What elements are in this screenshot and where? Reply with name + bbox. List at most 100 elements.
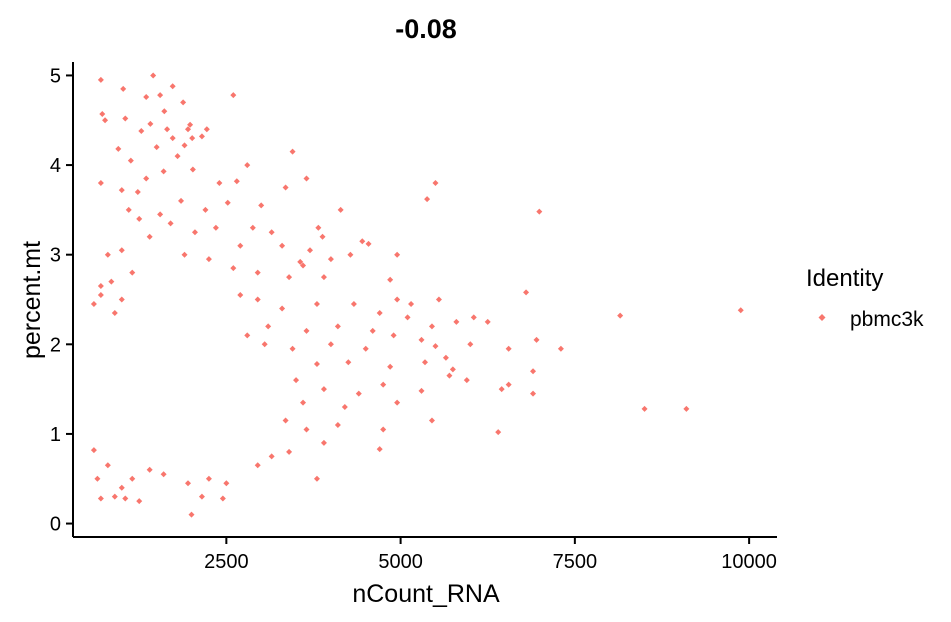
- data-point: [387, 276, 394, 283]
- x-tick-label: 10000: [721, 551, 777, 573]
- data-point: [97, 292, 104, 299]
- data-point: [122, 115, 129, 122]
- data-point: [268, 229, 275, 236]
- data-point: [380, 426, 387, 433]
- data-point: [185, 480, 192, 487]
- data-point: [536, 208, 543, 215]
- data-point: [223, 480, 230, 487]
- data-point: [453, 318, 460, 325]
- data-point: [442, 354, 449, 361]
- data-point: [97, 283, 104, 290]
- data-point: [97, 76, 104, 83]
- data-point: [134, 188, 141, 195]
- data-point: [422, 359, 428, 366]
- legend-title: Identity: [806, 265, 883, 292]
- data-point: [303, 327, 310, 334]
- data-point: [505, 381, 512, 388]
- data-point: [230, 265, 237, 272]
- data-point: [125, 206, 132, 213]
- data-point: [362, 345, 369, 352]
- data-point: [188, 511, 195, 518]
- data-point: [320, 386, 327, 393]
- data-point: [143, 175, 150, 182]
- data-point: [641, 405, 648, 412]
- data-point: [90, 447, 97, 454]
- data-point: [146, 233, 153, 240]
- data-point: [557, 345, 564, 352]
- data-point: [230, 92, 237, 99]
- data-point: [286, 274, 293, 281]
- data-point: [202, 206, 209, 213]
- data-point: [244, 162, 251, 169]
- data-point: [376, 309, 383, 316]
- data-point: [463, 377, 470, 384]
- data-point: [97, 179, 104, 186]
- data-point: [111, 309, 118, 316]
- data-point: [467, 341, 474, 348]
- data-point: [153, 144, 160, 151]
- data-point: [129, 475, 136, 482]
- data-point: [313, 300, 320, 307]
- data-point: [282, 184, 289, 191]
- data-point: [617, 312, 624, 319]
- data-point: [261, 341, 268, 348]
- data-point: [484, 318, 491, 325]
- data-point: [359, 238, 366, 245]
- y-axis-title: percent.mt: [18, 241, 46, 359]
- y-tick-label: 5: [50, 65, 61, 87]
- data-point: [300, 399, 307, 406]
- y-tick-label: 4: [50, 155, 61, 177]
- y-tick-label: 0: [50, 514, 61, 536]
- data-point: [265, 323, 272, 330]
- data-point: [189, 135, 196, 142]
- data-point: [104, 251, 111, 258]
- data-point: [533, 336, 540, 343]
- data-point: [224, 199, 231, 206]
- data-point: [320, 274, 327, 281]
- data-point: [315, 224, 322, 231]
- data-point: [347, 251, 354, 258]
- data-point: [530, 368, 537, 375]
- data-point: [327, 256, 334, 263]
- data-point: [99, 110, 106, 117]
- data-point: [505, 345, 512, 352]
- data-point: [683, 405, 690, 412]
- data-point: [108, 278, 115, 285]
- data-point: [470, 314, 477, 321]
- data-point: [104, 462, 111, 469]
- y-tick-label: 1: [50, 424, 61, 446]
- data-point: [150, 72, 157, 79]
- data-point: [435, 296, 442, 303]
- data-point: [118, 484, 125, 491]
- data-point: [428, 417, 435, 424]
- data-points: [90, 72, 744, 518]
- data-point: [390, 332, 397, 339]
- data-point: [205, 475, 212, 482]
- data-point: [289, 148, 296, 155]
- data-point: [394, 251, 401, 258]
- data-point: [115, 145, 122, 152]
- data-point: [337, 206, 344, 213]
- data-point: [249, 224, 256, 231]
- x-tick-label: 2500: [204, 551, 249, 573]
- data-point: [237, 242, 244, 249]
- data-point: [157, 211, 164, 218]
- data-point: [268, 453, 275, 460]
- data-point: [303, 175, 310, 182]
- data-point: [279, 305, 286, 312]
- data-point: [428, 323, 435, 330]
- data-point: [408, 300, 415, 307]
- data-point: [282, 417, 289, 424]
- data-point: [432, 179, 439, 186]
- data-point: [181, 251, 188, 258]
- data-point: [334, 421, 341, 428]
- data-point: [254, 296, 261, 303]
- data-point: [129, 269, 136, 276]
- data-point: [303, 426, 310, 433]
- data-point: [297, 258, 304, 265]
- data-point: [365, 240, 372, 247]
- data-point: [118, 187, 125, 194]
- data-point: [418, 336, 425, 343]
- data-point: [160, 471, 167, 478]
